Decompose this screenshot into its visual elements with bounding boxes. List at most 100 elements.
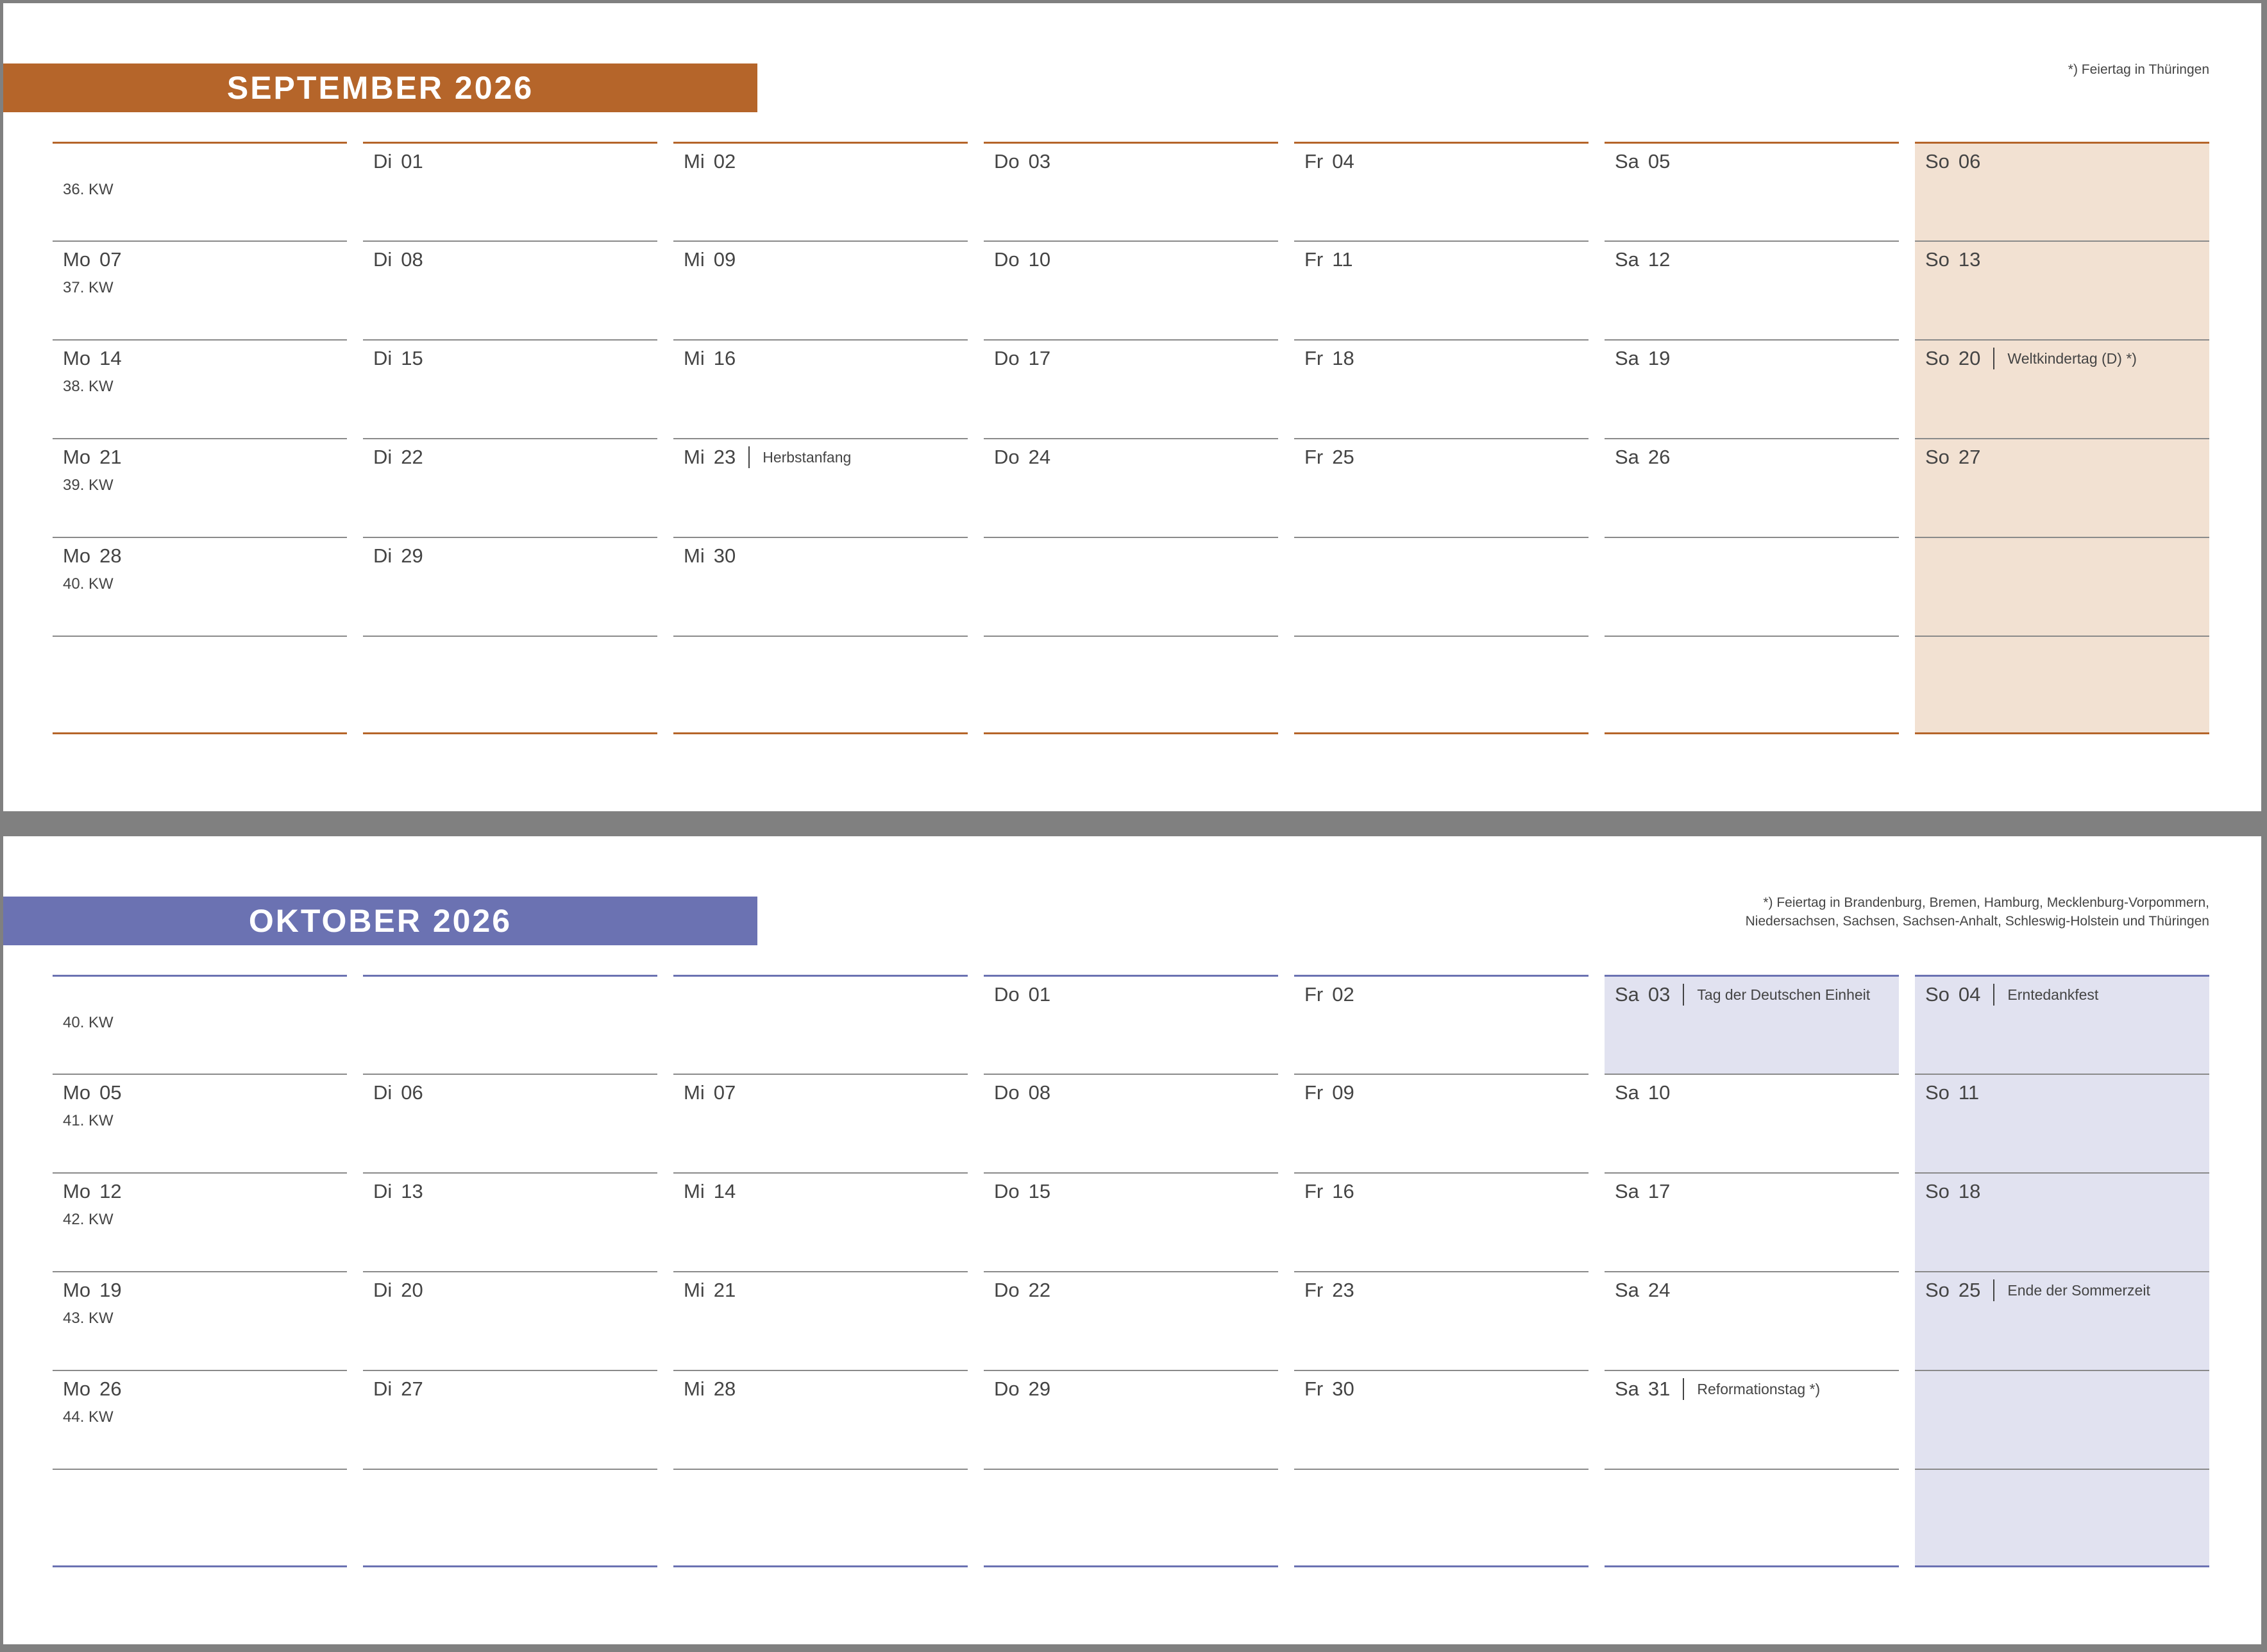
day-cell: Mi 02 xyxy=(673,142,968,240)
calendar-week-label: 40. KW xyxy=(63,1014,114,1031)
day-label: Di 08 xyxy=(373,248,423,271)
day-cell: So 04 Erntedankfest xyxy=(1915,975,2209,1074)
weekday: So xyxy=(1925,1279,1950,1301)
day-number: 13 xyxy=(1958,248,1981,271)
day-cell: Do 24 xyxy=(984,438,1278,537)
weekday: Mi xyxy=(684,1180,705,1202)
day-cell: Di 06 xyxy=(363,1074,657,1172)
day-cell: Fr 04 xyxy=(1294,142,1589,240)
day-number: 23 xyxy=(713,446,736,468)
day-cell: Di 01 xyxy=(363,142,657,240)
weekday: Do xyxy=(994,1180,1020,1202)
weekday: Sa xyxy=(1615,983,1639,1006)
day-label: Do 01 xyxy=(994,983,1050,1006)
weekday: Sa xyxy=(1615,347,1639,369)
weekday: So xyxy=(1925,347,1950,369)
weekday: Di xyxy=(373,1378,392,1400)
day-label: Do 24 xyxy=(994,446,1050,469)
day-cell: Di 20 xyxy=(363,1271,657,1370)
day-cell xyxy=(1915,1370,2209,1469)
day-cell: Do 08 xyxy=(984,1074,1278,1172)
weekday: Sa xyxy=(1615,1279,1639,1301)
day-cell xyxy=(1915,636,2209,734)
day-number: 29 xyxy=(1028,1378,1051,1400)
day-label: Sa 19 xyxy=(1615,347,1670,370)
weekday: Mo xyxy=(63,248,91,271)
day-label: Mi 23 Herbstanfang xyxy=(684,446,851,469)
holiday-separator xyxy=(1993,1279,1995,1301)
day-cell: Fr 11 xyxy=(1294,240,1589,339)
weekday: Fr xyxy=(1304,1180,1324,1202)
day-cell: Di 13 xyxy=(363,1172,657,1271)
day-cell: Fr 16 xyxy=(1294,1172,1589,1271)
day-cell: 36. KW xyxy=(53,142,347,240)
weekday: Mi xyxy=(684,1279,705,1301)
day-label: Fr 09 xyxy=(1304,1081,1354,1104)
day-label: Do 17 xyxy=(994,347,1050,370)
day-label: Do 15 xyxy=(994,1180,1050,1203)
day-number: 30 xyxy=(713,544,736,567)
day-label: Fr 02 xyxy=(1304,983,1354,1006)
weekday: Fr xyxy=(1304,1279,1324,1301)
day-number: 16 xyxy=(713,347,736,369)
calendar-week-label: 43. KW xyxy=(63,1310,114,1327)
holiday-separator xyxy=(1683,1378,1685,1400)
day-label: Fr 25 xyxy=(1304,446,1354,469)
month-page-oktober: OKTOBER 2026 *) Feiertag in Brandenburg,… xyxy=(3,836,2261,1644)
day-cell: Do 29 xyxy=(984,1370,1278,1469)
day-label: Di 27 xyxy=(373,1378,423,1401)
day-label: So 27 xyxy=(1925,446,1980,469)
day-number: 22 xyxy=(1028,1279,1051,1301)
day-cell: Di 15 xyxy=(363,339,657,438)
day-cell: Sa 19 xyxy=(1605,339,1899,438)
day-label: Fr 16 xyxy=(1304,1180,1354,1203)
calendar-grid: 36. KW Di 01 Mi 02 Do 03 Fr 04 Sa 05 So 06 Mo 07 37. KW… xyxy=(3,3,2261,811)
day-label: Sa 12 xyxy=(1615,248,1670,271)
weekday: Mi xyxy=(684,347,705,369)
day-number: 15 xyxy=(1028,1180,1051,1202)
weekday: Mo xyxy=(63,1279,91,1301)
day-cell: Do 15 xyxy=(984,1172,1278,1271)
day-number: 11 xyxy=(1332,248,1353,271)
holiday-label: Herbstanfang xyxy=(763,448,852,466)
day-number: 03 xyxy=(1648,983,1671,1006)
weekday: So xyxy=(1925,983,1950,1006)
weekday: Sa xyxy=(1615,1081,1639,1104)
day-cell: Sa 17 xyxy=(1605,1172,1899,1271)
day-cell xyxy=(1915,537,2209,636)
calendar-week-label: 41. KW xyxy=(63,1112,114,1129)
day-number: 27 xyxy=(1958,446,1981,468)
day-cell xyxy=(673,975,968,1074)
day-cell: So 20 Weltkindertag (D) *) xyxy=(1915,339,2209,438)
weekday: Mo xyxy=(63,446,91,468)
day-number: 08 xyxy=(401,248,423,271)
day-cell: Sa 31 Reformationstag *) xyxy=(1605,1370,1899,1469)
weekday: Mo xyxy=(63,347,91,369)
day-label: Fr 30 xyxy=(1304,1378,1354,1401)
weekday: Mi xyxy=(684,150,705,173)
day-cell: Fr 18 xyxy=(1294,339,1589,438)
day-label: Sa 31 Reformationstag *) xyxy=(1615,1378,1820,1401)
day-label: Sa 10 xyxy=(1615,1081,1670,1104)
day-number: 01 xyxy=(401,150,423,173)
day-cell xyxy=(1294,537,1589,636)
weekday: Do xyxy=(994,1378,1020,1400)
weekday: Sa xyxy=(1615,446,1639,468)
day-label: Fr 18 xyxy=(1304,347,1354,370)
day-number: 11 xyxy=(1958,1081,1980,1104)
day-number: 09 xyxy=(1332,1081,1354,1104)
day-number: 08 xyxy=(1028,1081,1051,1104)
weekday: Mi xyxy=(684,446,705,468)
month-page-september: SEPTEMBER 2026 *) Feiertag in Thüringen … xyxy=(3,3,2261,811)
day-cell: Fr 30 xyxy=(1294,1370,1589,1469)
day-cell: Mo 05 41. KW xyxy=(53,1074,347,1172)
day-cell: So 18 xyxy=(1915,1172,2209,1271)
day-label: So 04 Erntedankfest xyxy=(1925,983,2098,1006)
day-cell: Mo 26 44. KW xyxy=(53,1370,347,1469)
day-number: 20 xyxy=(1958,347,1981,369)
day-cell: Mo 28 40. KW xyxy=(53,537,347,636)
day-label: Do 22 xyxy=(994,1279,1050,1302)
calendar-week-label: 44. KW xyxy=(63,1408,114,1426)
weekday: Fr xyxy=(1304,248,1324,271)
day-cell: Mi 09 xyxy=(673,240,968,339)
